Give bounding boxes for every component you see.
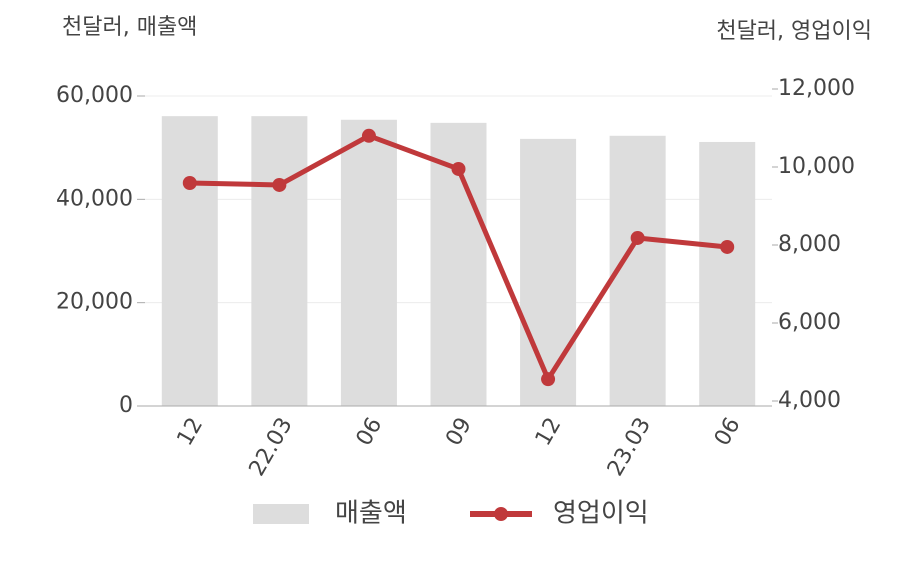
x-tick-label: 12	[531, 414, 567, 451]
line-point	[451, 161, 466, 176]
line-point	[541, 372, 556, 387]
x-tick-label: 23.03	[603, 414, 656, 481]
line-point	[630, 230, 645, 245]
legend-label: 영업이익	[553, 499, 649, 529]
y2-tick-label: 6,000	[778, 310, 841, 335]
x-tick-label: 06	[352, 414, 388, 451]
bar	[340, 119, 397, 407]
y-tick-label: 0	[119, 393, 133, 418]
bar	[699, 141, 756, 406]
y-tick-label: 40,000	[56, 186, 133, 211]
y2-tick-label: 4,000	[778, 388, 841, 413]
y2-tick-label: 8,000	[778, 232, 841, 257]
legend-swatch	[253, 504, 309, 524]
y2-tick-label: 12,000	[778, 76, 855, 101]
y2-tick-label: 10,000	[778, 154, 855, 179]
bar	[520, 138, 577, 406]
y-tick-label: 60,000	[56, 83, 133, 108]
y-tick-label: 20,000	[56, 290, 133, 315]
y2-axis-title: 천달러, 영업이익	[716, 19, 872, 44]
bar	[161, 116, 218, 407]
line-point	[182, 175, 197, 190]
legend-label: 매출액	[335, 499, 407, 529]
x-tick-label: 09	[441, 414, 477, 451]
y-axis-title: 천달러, 매출액	[62, 15, 197, 40]
line-point	[361, 128, 376, 143]
line-point	[720, 239, 735, 254]
line-point	[272, 177, 287, 192]
x-tick-label: 06	[710, 414, 746, 451]
legend-swatch-dot	[494, 507, 508, 521]
x-tick-label: 22.03	[245, 414, 298, 481]
x-tick-label: 12	[173, 414, 209, 451]
bar	[251, 116, 308, 407]
